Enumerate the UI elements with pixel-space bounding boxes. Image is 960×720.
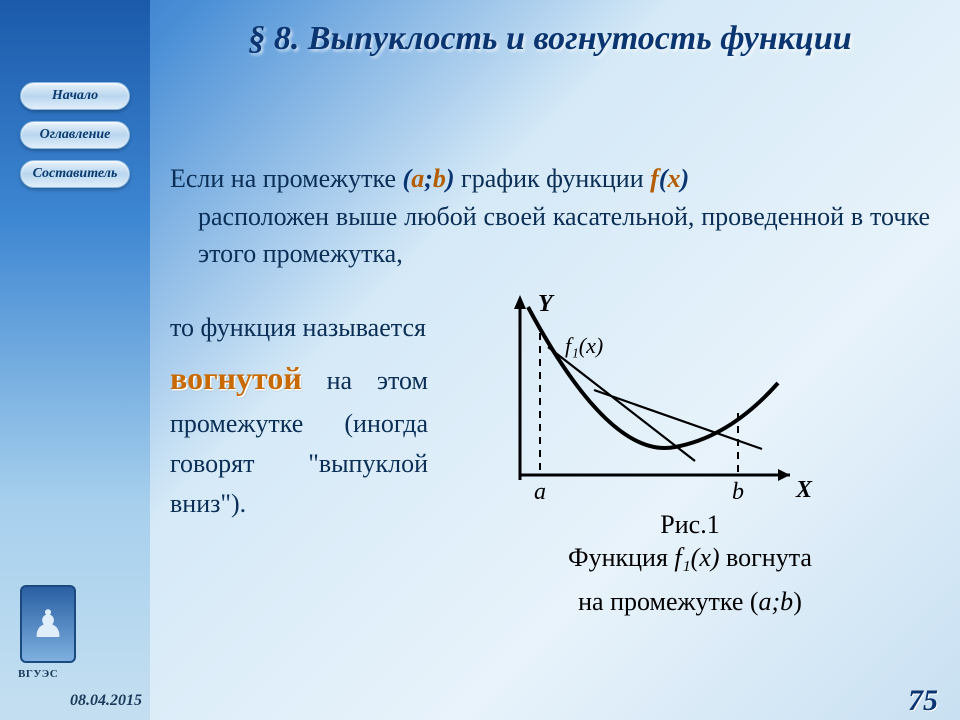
figure-caption-3: на промежутке (a;b) [460, 587, 920, 617]
nav-label: Начало [52, 88, 98, 104]
curve-label: f₁(x) [565, 333, 603, 358]
p1-text-c: расположен выше любой своей касательной,… [198, 198, 930, 273]
b-label: b [732, 479, 744, 505]
org-logo: ♟ [20, 585, 76, 663]
fx: f(x) [650, 164, 689, 193]
y-axis-arrow [514, 295, 526, 309]
nav-toc-button[interactable]: Оглавление [20, 121, 130, 149]
p1-text-b: график функции [455, 164, 651, 193]
figure-1: Y X f₁(x) a b Рис.1 Функция f₁(x) вогнут… [460, 285, 920, 675]
y-axis-label: Y [538, 291, 555, 317]
logo-caption: ВГУЭС [18, 668, 58, 680]
concave-term: вогнутой [170, 360, 302, 396]
nav-label: Составитель [33, 166, 118, 182]
chart-svg: Y X f₁(x) a b [460, 285, 820, 505]
slide: Начало Оглавление Составитель ♟ ВГУЭС § … [0, 0, 960, 720]
p2-text-a: то функция называется [170, 308, 428, 348]
page-title: § 8. Выпуклость и вогнутость функции [150, 18, 950, 61]
x-axis-arrow [778, 469, 790, 481]
tangent-1 [548, 347, 695, 461]
footer-page-number: 75 [908, 684, 938, 718]
nav-start-button[interactable]: Начало [20, 82, 130, 110]
logo-glyph: ♟ [31, 602, 65, 647]
p1-text-a: Если на промежутке [170, 164, 403, 193]
a-label: a [534, 479, 546, 505]
nav-label: Оглавление [40, 127, 111, 143]
figure-caption-2: Функция f₁(x) вогнута [460, 543, 920, 573]
figure-caption-1: Рис.1 [460, 510, 920, 540]
interval-ab: (a;b) [403, 164, 455, 193]
nav-author-button[interactable]: Составитель [20, 160, 130, 188]
footer-date: 08.04.2015 [70, 692, 142, 710]
x-axis-label: X [795, 477, 813, 503]
paragraph-1: Если на промежутке (a;b) график функции … [170, 160, 930, 273]
curve-f1 [528, 307, 778, 448]
paragraph-2: то функция называется вогнутой на этом п… [170, 308, 428, 525]
